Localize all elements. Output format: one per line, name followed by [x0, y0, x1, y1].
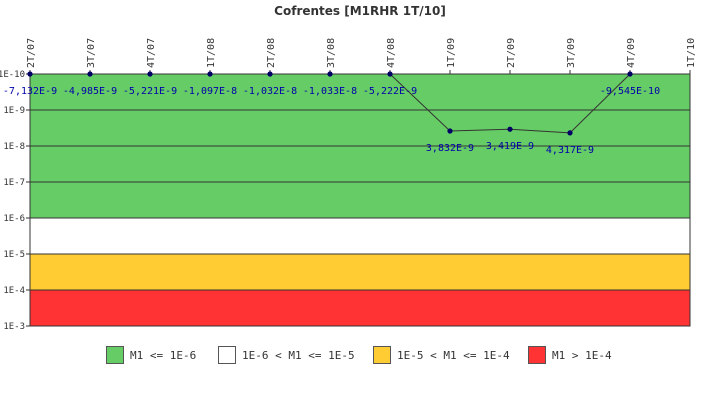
y-tick-label: 1E-7 [3, 178, 25, 188]
band-3 [30, 254, 690, 290]
data-point [627, 71, 633, 77]
x-tick-label: 4T/07 [146, 38, 157, 68]
y-axis: 1E-10 1E-9 1E-8 1E-7 1E-6 1E-5 1E-4 1E-3 [0, 70, 30, 332]
y-tick-label: 1E-5 [3, 250, 25, 260]
x-tick-label: 2T/09 [506, 38, 517, 68]
legend-label-1: M1 <= 1E-6 [130, 348, 197, 362]
data-point [327, 71, 333, 77]
x-axis: 2T/07 3T/07 4T/07 1T/08 2T/08 3T/08 4T/08 1T/09… [26, 38, 697, 74]
data-point [267, 71, 273, 77]
legend-swatch-2 [218, 346, 236, 364]
data-label: -1,097E-8 [183, 86, 237, 97]
legend: M1 <= 1E-6 1E-6 < M1 <= 1E-5 1E-5 < M1 <… [106, 344, 666, 368]
legend-label-2: 1E-6 < M1 <= 1E-5 [242, 348, 355, 362]
data-point [147, 71, 153, 77]
band-4 [30, 290, 690, 326]
x-tick-label: 3T/07 [86, 38, 97, 68]
y-tick-label: 1E-6 [3, 214, 25, 224]
y-tick-label: 1E-10 [0, 70, 25, 80]
x-tick-label: 4T/08 [386, 38, 397, 68]
legend-item-3: 1E-5 < M1 <= 1E-4 [373, 344, 510, 366]
y-tick-label: 1E-3 [3, 322, 25, 332]
legend-swatch-1 [106, 346, 124, 364]
y-tick-label: 1E-9 [3, 106, 25, 116]
chart-title: Cofrentes [M1RHR 1T/10] [274, 4, 446, 18]
legend-label-3: 1E-5 < M1 <= 1E-4 [397, 348, 510, 362]
data-point [27, 71, 33, 77]
data-point [387, 71, 393, 77]
x-tick-label: 1T/08 [206, 38, 217, 68]
x-tick-label: 1T/10 [686, 38, 697, 68]
y-tick-label: 1E-4 [3, 286, 25, 296]
data-label: 3,832E-9 [426, 143, 474, 154]
data-label: -1,032E-8 [243, 86, 297, 97]
x-tick-label: 3T/08 [326, 38, 337, 68]
legend-swatch-3 [373, 346, 391, 364]
x-tick-label: 2T/08 [266, 38, 277, 68]
legend-label-4: M1 > 1E-4 [552, 348, 612, 362]
data-label: 4,317E-9 [546, 145, 594, 156]
data-label: -5,222E-9 [363, 86, 417, 97]
data-labels: -7,132E-9 -4,985E-9 -5,221E-9 -1,097E-8 -1,0… [3, 86, 660, 156]
data-point [447, 128, 453, 134]
data-label: -4,985E-9 [63, 86, 117, 97]
data-point [507, 126, 513, 132]
x-tick-label: 4T/09 [626, 38, 637, 68]
data-label: -1,033E-8 [303, 86, 357, 97]
x-tick-label: 1T/09 [446, 38, 457, 68]
data-point [207, 71, 213, 77]
legend-item-2: 1E-6 < M1 <= 1E-5 [218, 344, 355, 366]
series-line [27, 71, 633, 136]
data-point [567, 130, 573, 136]
legend-swatch-4 [528, 346, 546, 364]
data-label: -7,132E-9 [3, 86, 57, 97]
data-label: -5,221E-9 [123, 86, 177, 97]
data-label: 3,419E-9 [486, 141, 534, 152]
chart-grid [29, 73, 691, 327]
legend-item-4: M1 > 1E-4 [528, 344, 612, 366]
x-tick-label: 2T/07 [26, 38, 37, 68]
y-tick-label: 1E-8 [3, 142, 25, 152]
legend-item-1: M1 <= 1E-6 [106, 344, 196, 366]
x-tick-label: 3T/09 [566, 38, 577, 68]
data-point [87, 71, 93, 77]
data-label: -9,545E-10 [600, 86, 660, 97]
band-2 [30, 218, 690, 254]
